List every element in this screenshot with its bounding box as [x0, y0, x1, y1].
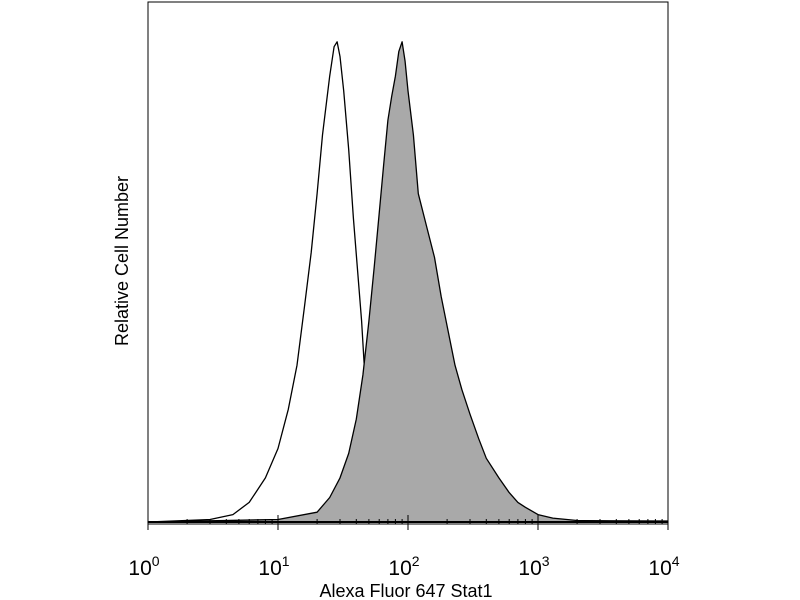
- x-tick-label: 104: [648, 553, 679, 580]
- x-tick-label: 102: [388, 553, 419, 580]
- stained-histogram-filled: [147, 41, 669, 523]
- x-axis-tick-labels: 100 101 102 103 104: [128, 553, 679, 580]
- x-tick-label: 100: [128, 553, 159, 580]
- x-axis-label: Alexa Fluor 647 Stat1: [319, 581, 492, 600]
- series-layer: [147, 41, 669, 523]
- y-axis-label: Relative Cell Number: [112, 176, 132, 346]
- x-tick-label: 103: [518, 553, 549, 580]
- x-tick-label: 101: [258, 553, 289, 580]
- x-axis-ticks: [147, 515, 669, 530]
